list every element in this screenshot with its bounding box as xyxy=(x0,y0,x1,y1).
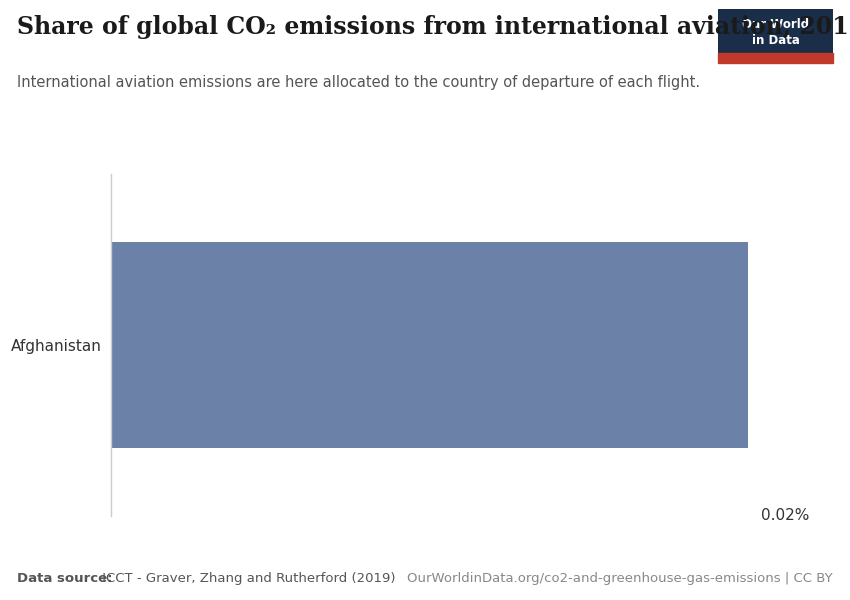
Text: Share of global CO₂ emissions from international aviation, 2018: Share of global CO₂ emissions from inter… xyxy=(17,15,850,39)
Text: Our World: Our World xyxy=(742,17,809,31)
Text: ICCT - Graver, Zhang and Rutherford (2019): ICCT - Graver, Zhang and Rutherford (201… xyxy=(98,572,395,585)
Text: International aviation emissions are here allocated to the country of departure : International aviation emissions are her… xyxy=(17,75,700,90)
Text: in Data: in Data xyxy=(751,34,800,47)
Text: OurWorldinData.org/co2-and-greenhouse-gas-emissions | CC BY: OurWorldinData.org/co2-and-greenhouse-ga… xyxy=(407,572,833,585)
Bar xyxy=(718,53,833,63)
Bar xyxy=(110,242,748,448)
Text: 0.02%: 0.02% xyxy=(761,508,809,523)
Text: Data source:: Data source: xyxy=(17,572,112,585)
